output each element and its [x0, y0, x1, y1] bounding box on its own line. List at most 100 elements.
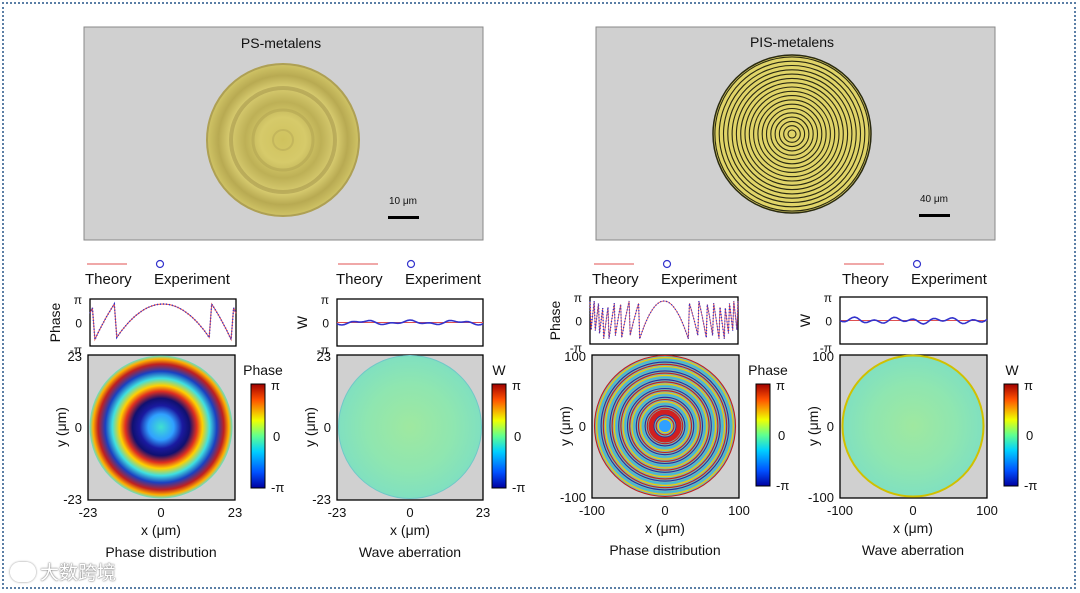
map-y-tick-top: 100	[812, 349, 834, 364]
experiment-curve	[839, 316, 988, 325]
legend: Theory Experiment	[842, 259, 988, 288]
map-y-label: y (μm)	[805, 406, 821, 446]
profile-tick-mid: 0	[825, 315, 832, 329]
profile-tick-top: π	[321, 293, 329, 307]
legend-theory-label: Theory	[336, 271, 383, 288]
map-x-tick-mid: 0	[157, 505, 164, 520]
map-x-label: x (μm)	[141, 522, 181, 538]
colorbar-scale	[1003, 383, 1019, 487]
map-x-tick-right: 23	[476, 505, 490, 520]
colorbar-tick-bottom: -π	[271, 480, 284, 495]
colorbar-tick-top: π	[512, 378, 521, 393]
experiment-curve	[589, 300, 739, 340]
legend-experiment-label: Experiment	[154, 271, 231, 288]
scale-bar	[919, 214, 950, 217]
colorbar-tick-bottom: -π	[776, 478, 789, 493]
profile-tick-mid: 0	[575, 315, 582, 329]
panel-caption: Wave aberration	[862, 542, 964, 558]
colorbar-tick-bottom: -π	[512, 480, 525, 495]
profile-y-label: Phase	[547, 300, 563, 340]
map-x-label: x (μm)	[390, 522, 430, 538]
legend-theory-label: Theory	[592, 271, 639, 288]
map-y-tick-top: 23	[317, 349, 331, 364]
colorbar-scale	[491, 383, 507, 489]
legend-theory-label: Theory	[842, 271, 889, 288]
aberration-map: y (μm) 23 0 -23-23 0 23 x (μm)	[302, 349, 490, 538]
legend-experiment-label: Experiment	[405, 271, 482, 288]
colorbar-title: W	[492, 362, 506, 378]
aberration-map: y (μm) 100 0 -100-100 0 100 x (μm)	[805, 349, 998, 536]
colorbar-tick-mid: 0	[514, 429, 521, 444]
micrograph-ps: PS-metalens 10 μm	[83, 26, 484, 241]
panel-2: Theory Experiment Wπ 0 -π y (μm) 23 0 -23-23 0 23 x…	[294, 259, 525, 560]
legend: Theory Experiment	[592, 259, 738, 288]
profile-y-label: W	[797, 313, 813, 327]
legend-theory-label: Theory	[85, 271, 132, 288]
colorbar-scale	[250, 383, 266, 489]
map-y-tick-mid: 0	[827, 419, 834, 434]
map-x-tick-right: 100	[728, 503, 750, 518]
panel-caption: Wave aberration	[359, 544, 461, 560]
map-x-tick-left: -100	[579, 503, 605, 518]
map-x-tick-mid: 0	[909, 503, 916, 518]
map-x-tick-left: -23	[79, 505, 98, 520]
aberration-disk	[338, 355, 482, 499]
profile-tick-top: π	[574, 291, 582, 305]
micrograph-title: PIS-metalens	[750, 34, 834, 50]
aberration-map: y (μm) 100 0 -100-100 0 100 x (μm)	[557, 349, 750, 536]
profile-plot: Wπ 0 -π	[797, 291, 988, 355]
legend-experiment-marker	[406, 259, 416, 269]
map-y-tick-top: 100	[564, 349, 586, 364]
aberration-map: y (μm) 23 0 -23-23 0 23 x (μm)	[53, 349, 242, 538]
colorbar-tick-mid: 0	[273, 429, 280, 444]
map-x-label: x (μm)	[645, 520, 685, 536]
watermark: 大数跨境	[10, 558, 116, 585]
legend: Theory Experiment	[336, 259, 482, 288]
aberration-disk	[841, 354, 985, 498]
map-y-label: y (μm)	[302, 407, 318, 447]
map-y-tick-mid: 0	[75, 420, 82, 435]
profile-plot-frame	[89, 298, 237, 347]
phase-disk	[89, 355, 233, 499]
profile-y-label: Phase	[47, 302, 63, 342]
colorbar-tick-top: π	[776, 378, 785, 393]
colorbar: Wπ 0 -π	[1003, 362, 1037, 493]
colorbar-tick-top: π	[1024, 378, 1033, 393]
map-y-tick-mid: 0	[579, 419, 586, 434]
legend-experiment-label: Experiment	[911, 271, 988, 288]
profile-plot: Wπ 0 -π	[294, 293, 484, 357]
map-y-tick-bottom: -23	[312, 492, 331, 507]
colorbar-tick-mid: 0	[778, 428, 785, 443]
experiment-curve	[89, 301, 237, 343]
map-y-tick-bottom: -23	[63, 492, 82, 507]
map-y-tick-top: 23	[68, 349, 82, 364]
panel-4: Theory Experiment Wπ 0 -π y (μm) 100 0 -100-100 0…	[797, 259, 1037, 558]
colorbar-tick-bottom: -π	[1024, 478, 1037, 493]
profile-tick-top: π	[74, 293, 82, 307]
map-y-label: y (μm)	[557, 406, 573, 446]
map-x-label: x (μm)	[893, 520, 933, 536]
experiment-curve	[336, 319, 484, 326]
map-x-tick-right: 100	[976, 503, 998, 518]
legend-experiment-marker	[662, 259, 672, 269]
legend-experiment-marker	[912, 259, 922, 269]
colorbar-title: Phase	[748, 362, 788, 378]
colorbar-tick-top: π	[271, 378, 280, 393]
legend: Theory Experiment	[85, 259, 231, 288]
profile-y-label: W	[294, 315, 310, 329]
map-y-tick-bottom: -100	[808, 490, 834, 505]
scale-bar	[388, 216, 419, 219]
colorbar-title: W	[1005, 362, 1019, 378]
profile-tick-bottom: -π	[317, 343, 329, 357]
profile-tick-mid: 0	[75, 317, 82, 331]
colorbar: Wπ 0 -π	[491, 362, 525, 495]
map-x-tick-left: -23	[328, 505, 347, 520]
colorbar-tick-mid: 0	[1026, 428, 1033, 443]
